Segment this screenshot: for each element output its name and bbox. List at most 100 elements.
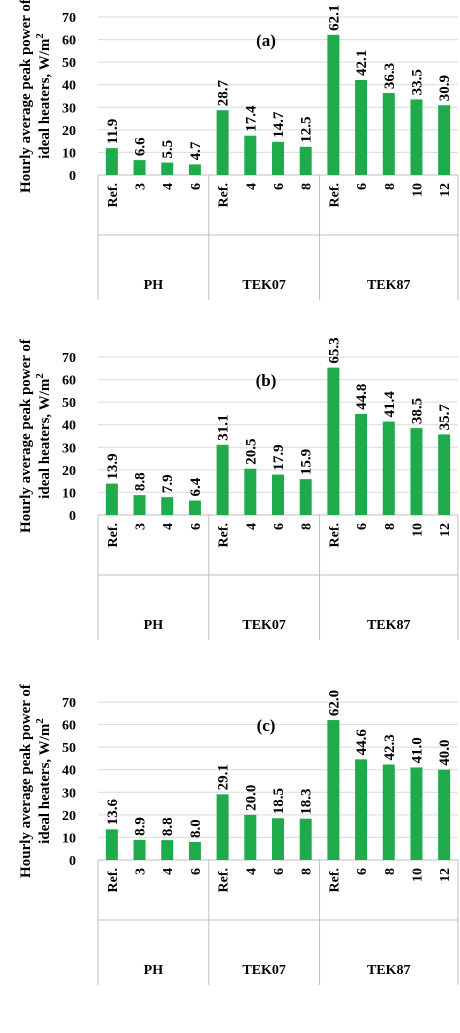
y-tick-label: 70 bbox=[62, 696, 76, 711]
bar bbox=[410, 99, 423, 175]
x-tick-label: 4 bbox=[244, 183, 259, 190]
chart-panel-b: 0 10 20 30 40 50 60 70 13.9 Ref. 8.8 3 7.9 4 6.4 6 31.1 R… bbox=[18, 337, 459, 640]
y-tick-label: 10 bbox=[62, 146, 76, 161]
y-tick-label: 30 bbox=[62, 786, 76, 801]
bar bbox=[105, 148, 118, 175]
group-label: TEK07 bbox=[242, 963, 286, 978]
bar bbox=[244, 468, 257, 515]
bar bbox=[216, 110, 229, 175]
bar bbox=[188, 841, 201, 860]
data-label: 38.5 bbox=[409, 398, 425, 424]
x-tick-label: 10 bbox=[410, 183, 425, 197]
bar bbox=[410, 428, 423, 515]
data-label: 33.5 bbox=[409, 69, 425, 95]
data-label: 6.6 bbox=[133, 137, 149, 156]
x-tick-label: 6 bbox=[272, 183, 287, 190]
y-tick-label: 30 bbox=[62, 441, 76, 456]
y-tick-label: 50 bbox=[62, 56, 76, 71]
data-label: 20.0 bbox=[243, 785, 259, 811]
chart-panel-a: 0 10 20 30 40 50 60 70 11.9 Ref. 6.6 3 5.5 4 4.7 6 28.7 R… bbox=[18, 0, 459, 300]
data-label: 44.8 bbox=[354, 384, 370, 410]
data-label: 42.1 bbox=[354, 50, 370, 76]
bar bbox=[272, 818, 284, 860]
bar bbox=[382, 93, 395, 175]
data-label: 13.9 bbox=[105, 453, 121, 479]
x-tick-label: 12 bbox=[438, 868, 453, 882]
x-tick-label: 6 bbox=[189, 523, 204, 530]
y-tick-label: 60 bbox=[62, 34, 76, 49]
group-label: TEK87 bbox=[367, 618, 411, 633]
bar bbox=[355, 413, 368, 515]
bar bbox=[299, 818, 312, 860]
bar bbox=[438, 434, 451, 515]
data-label: 30.9 bbox=[437, 75, 453, 101]
x-tick-label: 10 bbox=[410, 868, 425, 882]
y-tick-label: 20 bbox=[62, 124, 76, 139]
data-label: 20.5 bbox=[243, 438, 259, 464]
x-tick-label: Ref. bbox=[106, 868, 121, 893]
x-tick-label: Ref. bbox=[106, 183, 121, 208]
x-tick-label: Ref. bbox=[327, 868, 342, 893]
y-axis-title-superscript: 2 bbox=[34, 718, 46, 724]
data-label: 17.9 bbox=[271, 444, 287, 470]
x-tick-label: 4 bbox=[161, 183, 176, 190]
data-label: 11.9 bbox=[105, 119, 121, 144]
panel-label: (c) bbox=[257, 716, 276, 735]
x-tick-label: 8 bbox=[300, 183, 315, 190]
y-axis-title-line2: ideal heaters, W/m2 bbox=[34, 373, 53, 499]
y-tick-label: 0 bbox=[69, 509, 76, 524]
bar bbox=[327, 34, 340, 176]
y-axis-title-line2: ideal heaters, W/m2 bbox=[34, 718, 53, 844]
bar bbox=[105, 483, 118, 515]
group-label: TEK07 bbox=[242, 278, 286, 293]
bar bbox=[161, 840, 174, 860]
x-tick-label: 4 bbox=[244, 868, 259, 875]
data-label: 17.4 bbox=[243, 105, 259, 132]
y-axis-title-line1: Hourly average peak power of bbox=[18, 338, 34, 533]
x-tick-label: 4 bbox=[244, 523, 259, 530]
data-label: 18.5 bbox=[271, 788, 287, 814]
bar bbox=[161, 162, 174, 175]
y-tick-label: 50 bbox=[62, 741, 76, 756]
x-tick-label: Ref. bbox=[327, 523, 342, 548]
x-tick-label: 12 bbox=[438, 183, 453, 197]
x-tick-label: 12 bbox=[438, 523, 453, 537]
bar bbox=[216, 794, 229, 860]
bar bbox=[327, 367, 340, 515]
x-tick-label: 8 bbox=[383, 868, 398, 875]
panel-label: (b) bbox=[256, 371, 277, 390]
data-label: 8.8 bbox=[133, 472, 149, 491]
bar bbox=[299, 479, 312, 515]
x-tick-label: 10 bbox=[410, 523, 425, 537]
x-tick-label: 8 bbox=[300, 868, 315, 875]
data-label: 15.9 bbox=[299, 449, 315, 475]
chart-panel-c: 0 10 20 30 40 50 60 70 13.6 Ref. 8.9 3 8.8 4 8.0 6 29.1 R… bbox=[18, 683, 459, 985]
data-label: 8.9 bbox=[133, 817, 149, 836]
data-label: 44.6 bbox=[354, 729, 370, 756]
bar bbox=[188, 164, 201, 175]
data-label: 12.5 bbox=[299, 117, 315, 143]
x-tick-label: 6 bbox=[189, 183, 204, 190]
y-tick-label: 50 bbox=[62, 396, 76, 411]
y-tick-label: 40 bbox=[62, 419, 76, 434]
bar bbox=[133, 495, 146, 515]
x-tick-label: 6 bbox=[272, 523, 287, 530]
data-label: 28.7 bbox=[216, 79, 232, 106]
group-label: PH bbox=[144, 618, 164, 633]
data-label: 8.8 bbox=[160, 817, 176, 836]
x-tick-label: 6 bbox=[272, 868, 287, 875]
group-label: PH bbox=[144, 278, 164, 293]
x-tick-label: Ref. bbox=[106, 523, 121, 548]
bar bbox=[244, 814, 257, 860]
x-tick-label: 3 bbox=[134, 868, 149, 875]
bar bbox=[382, 764, 395, 860]
x-tick-label: Ref. bbox=[327, 183, 342, 208]
bar bbox=[105, 829, 118, 860]
bar bbox=[161, 497, 174, 515]
bar bbox=[133, 839, 146, 860]
data-label: 13.6 bbox=[105, 799, 121, 826]
y-tick-label: 30 bbox=[62, 101, 76, 116]
y-tick-label: 0 bbox=[69, 169, 76, 184]
bar bbox=[299, 146, 312, 175]
